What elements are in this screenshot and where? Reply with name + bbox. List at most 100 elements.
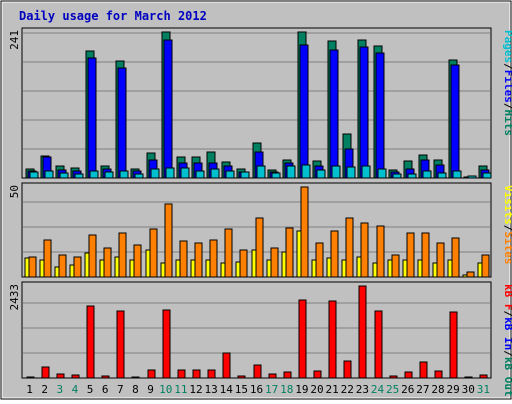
bar-sites xyxy=(194,242,203,278)
bar-sites xyxy=(28,256,37,278)
x-tick-label: 22 xyxy=(341,383,354,396)
y-max-label: 2433 xyxy=(8,284,21,311)
chart-title: Daily usage for March 2012 xyxy=(19,9,207,23)
legend-separator: / xyxy=(502,63,512,70)
legend-separator: / xyxy=(502,103,512,110)
bar-kb-f xyxy=(101,375,110,379)
bar-pages xyxy=(422,170,432,179)
x-tick-label: 17 xyxy=(265,383,278,396)
bar-kb-f xyxy=(449,311,458,379)
bar-kb-f xyxy=(419,361,428,379)
bar-files xyxy=(329,49,339,179)
bar-pages xyxy=(134,173,144,179)
bar-sites xyxy=(300,186,309,278)
bar-pages xyxy=(195,170,205,179)
legend-item: Sites xyxy=(502,231,512,264)
x-tick-label: 6 xyxy=(102,383,109,396)
bar-kb-f xyxy=(464,376,473,379)
x-tick-label: 27 xyxy=(416,383,429,396)
bar-sites xyxy=(209,239,218,278)
bar-sites xyxy=(133,244,142,278)
legend-item: kB Out xyxy=(502,357,512,397)
x-tick-label: 4 xyxy=(72,383,79,396)
bar-pages xyxy=(29,171,39,179)
bar-pages xyxy=(104,171,114,179)
bar-sites xyxy=(406,232,415,278)
bar-kb-f xyxy=(177,369,186,379)
bar-files xyxy=(359,46,369,179)
bar-kb-f xyxy=(71,374,80,379)
bar-kb-f xyxy=(434,370,443,379)
bar-kb-f xyxy=(253,364,262,379)
bar-sites xyxy=(285,227,294,278)
legend-item: kB F xyxy=(502,284,512,311)
legend-separator: / xyxy=(502,311,512,318)
bar-sites xyxy=(164,203,173,278)
bar-sites xyxy=(315,242,324,278)
bar-pages xyxy=(256,165,266,179)
bar-kb-f xyxy=(268,373,277,379)
bar-kb-f xyxy=(162,309,171,379)
bar-kb-f xyxy=(404,371,413,379)
bar-sites xyxy=(330,230,339,278)
bar-pages xyxy=(286,165,296,179)
x-tick-label: 3 xyxy=(57,383,64,396)
legend-3: kB F/kB In/kB Out xyxy=(502,284,512,397)
x-tick-label: 19 xyxy=(295,383,308,396)
bar-kb-f xyxy=(389,375,398,379)
bar-pages xyxy=(74,173,84,179)
bar-kb-f xyxy=(283,371,292,379)
bar-files xyxy=(299,44,309,179)
bar-pages xyxy=(225,170,235,179)
x-tick-label: 29 xyxy=(447,383,460,396)
bar-pages xyxy=(210,168,220,179)
bar-pages xyxy=(482,172,492,179)
bar-pages xyxy=(150,168,160,179)
bar-kb-f xyxy=(131,376,140,379)
x-tick-label: 10 xyxy=(159,383,172,396)
bar-sites xyxy=(239,249,248,278)
bar-kb-f xyxy=(298,299,307,379)
bar-kb-f xyxy=(86,305,95,379)
bar-sites xyxy=(179,240,188,278)
bar-pages xyxy=(467,175,477,179)
bar-pages xyxy=(407,173,417,179)
bar-pages xyxy=(301,164,311,179)
bar-pages xyxy=(180,167,190,179)
bar-sites xyxy=(391,254,400,278)
x-tick-label: 11 xyxy=(174,383,187,396)
bar-sites xyxy=(224,228,233,278)
legend-separator: / xyxy=(502,350,512,357)
bar-kb-f xyxy=(237,375,246,379)
x-tick-label: 21 xyxy=(326,383,339,396)
x-tick-label: 26 xyxy=(401,383,414,396)
x-tick-label: 9 xyxy=(147,383,154,396)
bar-pages xyxy=(89,170,99,179)
bar-files xyxy=(87,57,97,179)
bar-kb-f xyxy=(343,360,352,379)
bar-pages xyxy=(331,165,341,179)
bar-sites xyxy=(73,256,82,278)
legend-2: Visits/Sites xyxy=(502,185,512,265)
bar-pages xyxy=(377,168,387,179)
bar-sites xyxy=(481,254,490,278)
legend-item: Files xyxy=(502,70,512,103)
bar-sites xyxy=(43,239,52,278)
x-tick-label: 24 xyxy=(371,383,385,396)
bar-kb-f xyxy=(313,370,322,379)
bar-sites xyxy=(360,222,369,278)
bar-sites xyxy=(270,247,279,278)
x-tick-label: 28 xyxy=(431,383,444,396)
legend-1: Pages/Files/Hits xyxy=(502,30,512,136)
legend-item: Visits xyxy=(502,185,512,225)
x-tick-label: 7 xyxy=(117,383,124,396)
y-max-label: 241 xyxy=(8,30,21,50)
bar-sites xyxy=(436,242,445,278)
bar-sites xyxy=(345,217,354,278)
legend-item: kB In xyxy=(502,317,512,350)
bar-pages xyxy=(452,170,462,179)
x-tick-label: 20 xyxy=(310,383,323,396)
legend-item: Pages xyxy=(502,30,512,63)
